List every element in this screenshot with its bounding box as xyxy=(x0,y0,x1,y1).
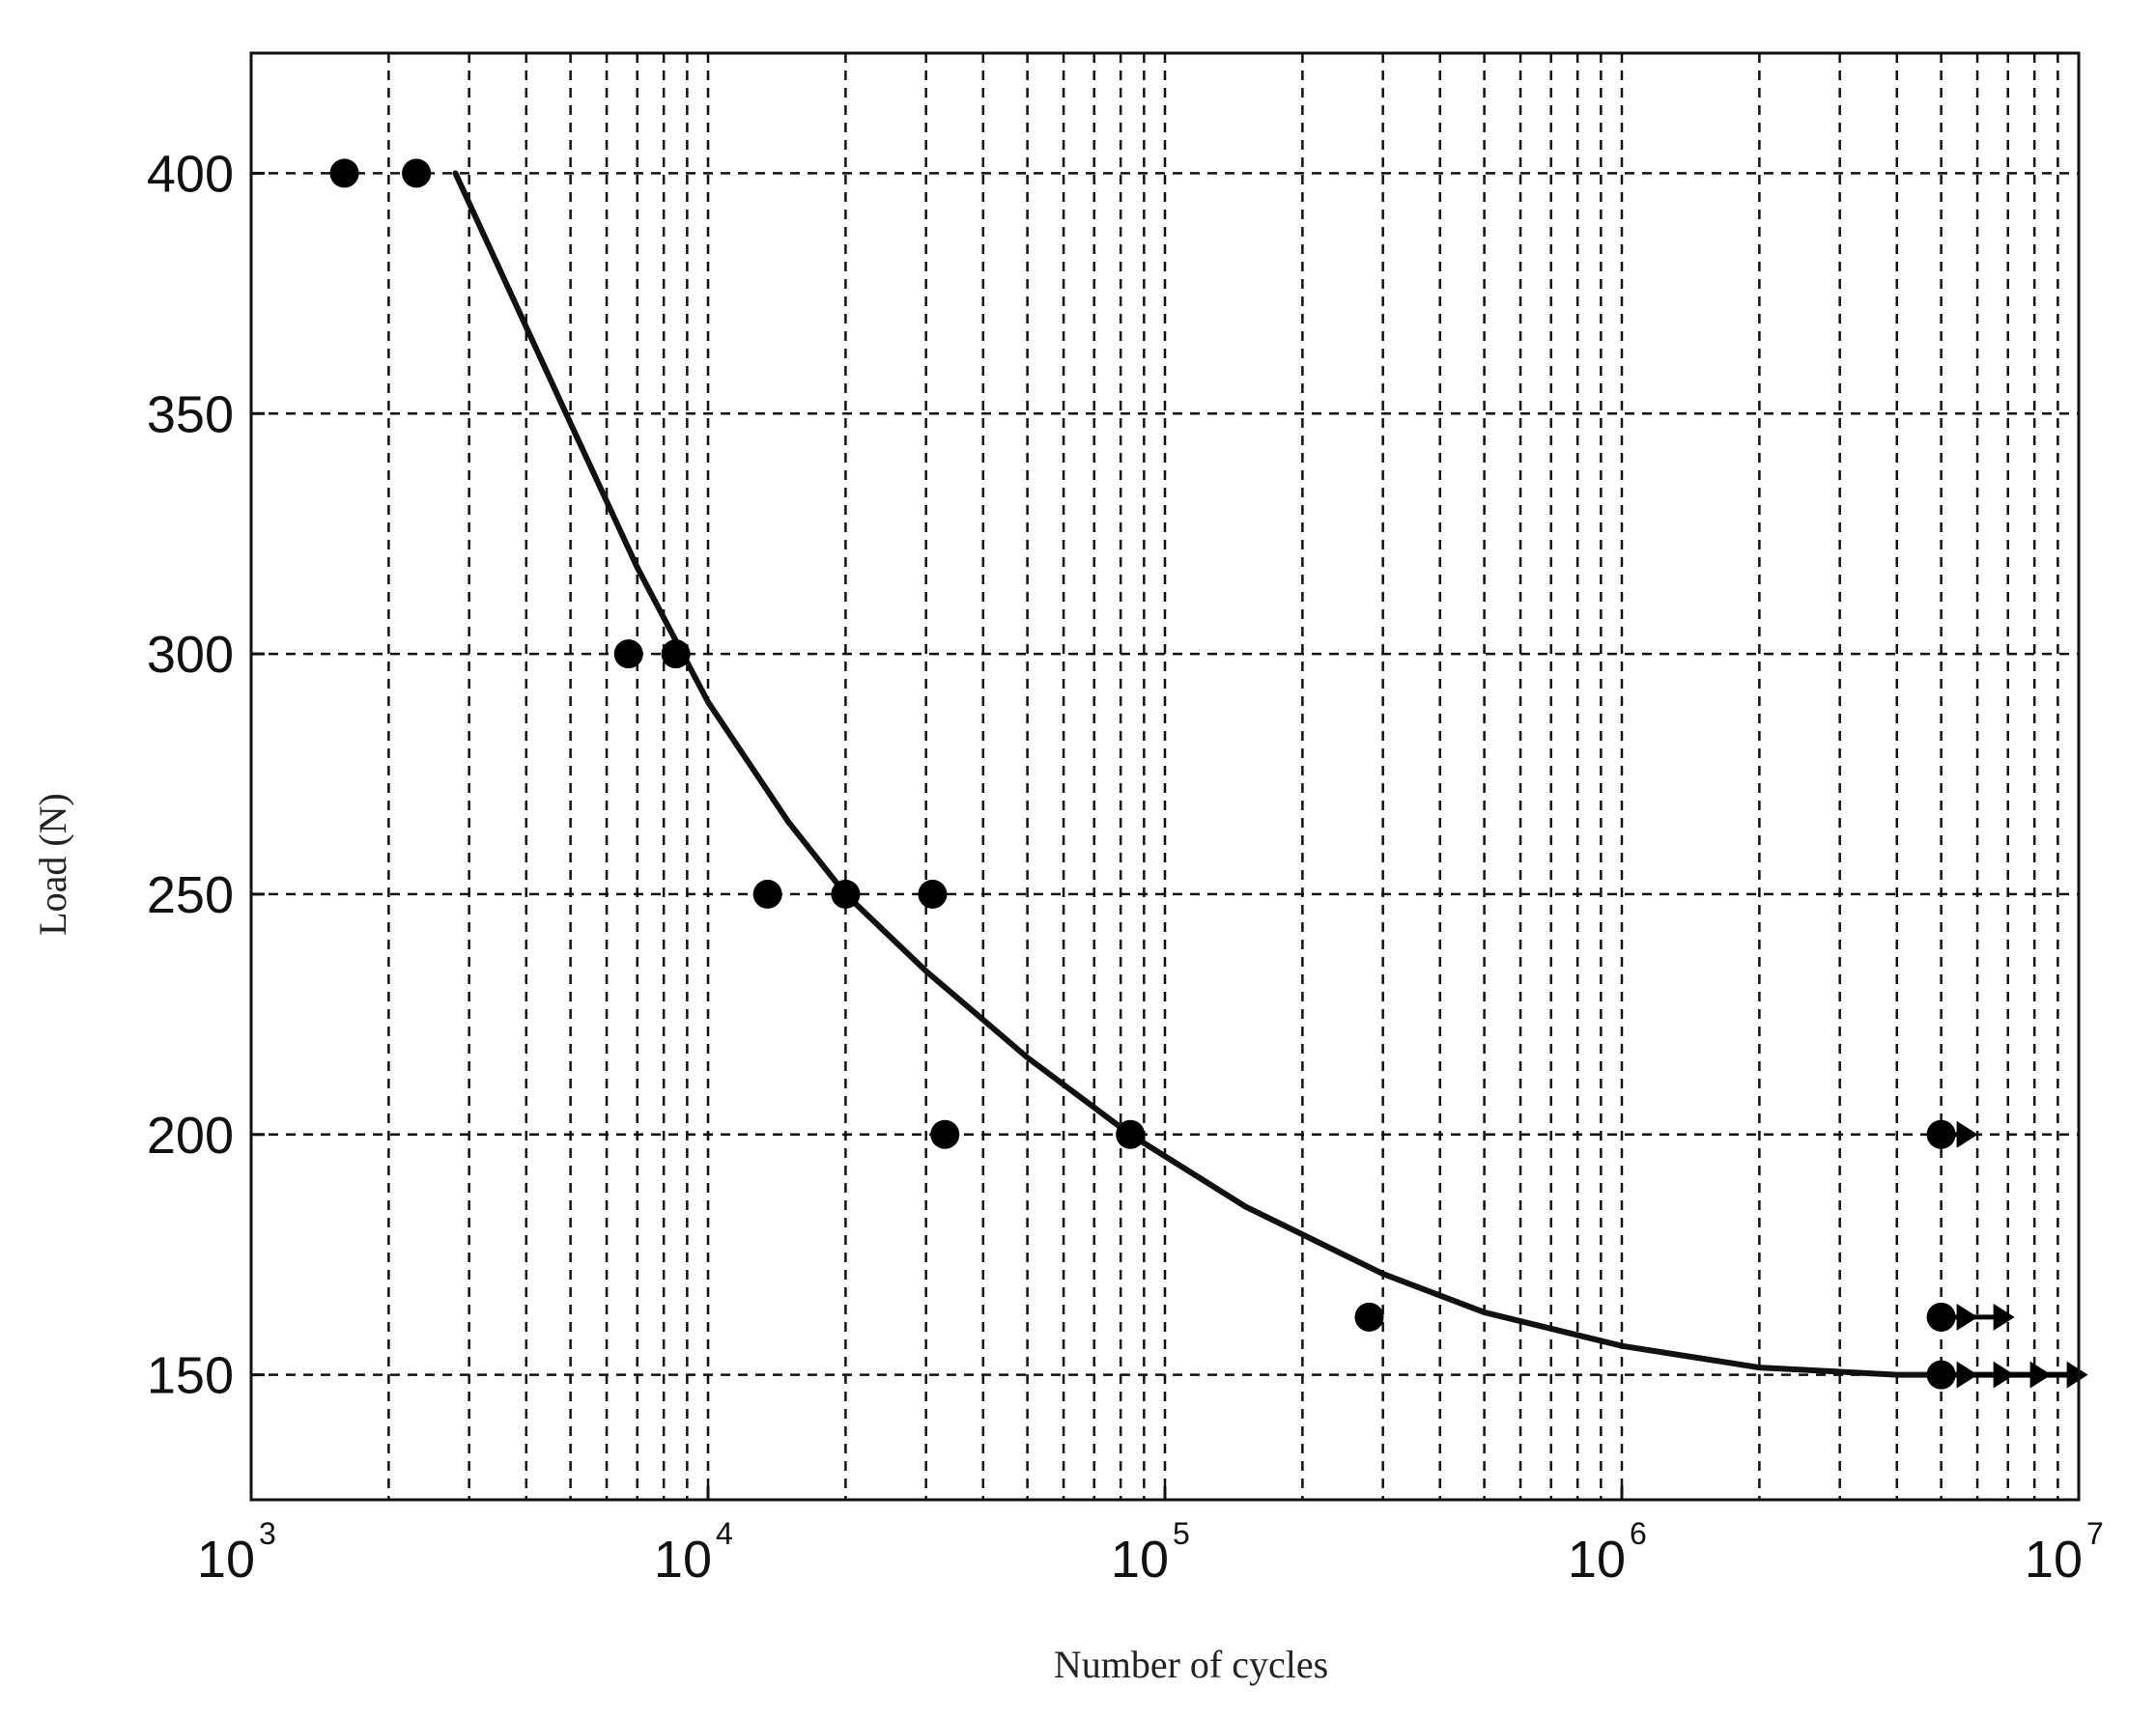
data-point xyxy=(1116,1119,1146,1149)
runout-arrowhead xyxy=(2029,1361,2052,1389)
x-tick-exponent: 6 xyxy=(1630,1516,1647,1551)
x-tick-label: 10 xyxy=(1568,1531,1626,1589)
x-tick-exponent: 5 xyxy=(1173,1516,1190,1551)
y-axis-title: Load (N) xyxy=(31,793,74,936)
runout-arrowhead xyxy=(1993,1361,2015,1389)
fit-curve-layer xyxy=(452,170,2082,1378)
data-point xyxy=(1354,1302,1384,1332)
x-tick-labels: 10 3 10 4 10 5 10 6 10 7 xyxy=(197,1486,2104,1589)
data-point xyxy=(831,879,861,909)
y-tick-label: 400 xyxy=(147,145,234,203)
y-tick-label: 350 xyxy=(147,385,234,443)
data-point xyxy=(752,879,782,909)
y-tick-label: 300 xyxy=(147,626,234,684)
runout-arrows-layer xyxy=(1941,1120,2088,1389)
y-tick-label: 150 xyxy=(147,1347,234,1405)
data-point xyxy=(402,158,432,188)
data-points-layer xyxy=(329,158,1956,1390)
data-point xyxy=(918,879,948,909)
x-tick-exponent: 7 xyxy=(2086,1516,2104,1551)
runout-arrowhead xyxy=(1993,1303,2015,1331)
y-tick-label: 200 xyxy=(147,1107,234,1165)
data-point xyxy=(329,158,359,188)
x-axis-title: Number of cycles xyxy=(1054,1643,1328,1686)
data-point xyxy=(930,1119,960,1149)
x-tick-label: 10 xyxy=(1111,1531,1169,1589)
y-tick-label: 250 xyxy=(147,866,234,924)
runout-arrowhead xyxy=(1956,1361,1978,1389)
data-point xyxy=(613,639,643,669)
runout-arrowhead xyxy=(1956,1120,1978,1148)
fit-curve xyxy=(452,170,2082,1378)
x-tick-exponent: 3 xyxy=(259,1516,276,1551)
y-tick-labels: 150 200 250 300 350 400 xyxy=(147,145,265,1405)
x-tick-exponent: 4 xyxy=(716,1516,733,1551)
runout-arrowhead xyxy=(1956,1303,1978,1331)
x-tick-label: 10 xyxy=(654,1531,712,1589)
grid-lines xyxy=(251,53,2079,1500)
x-tick-label: 10 xyxy=(197,1531,255,1589)
data-point xyxy=(661,639,691,669)
x-tick-label: 10 xyxy=(2025,1531,2083,1589)
